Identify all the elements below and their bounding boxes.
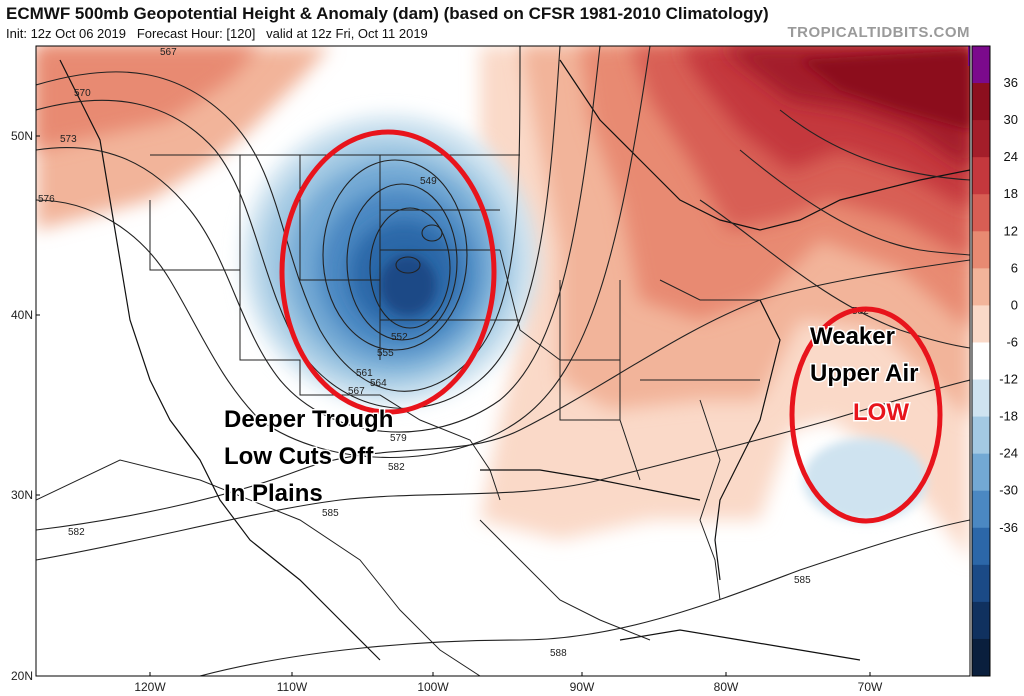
negative-anomaly-trough <box>242 115 538 405</box>
colorbar-tick-label: 24 <box>1004 149 1018 164</box>
contour-label-588: 588 <box>550 648 567 659</box>
colorbar-tick-label: 30 <box>1004 112 1018 127</box>
brand-watermark: TROPICALTIDBITS.COM <box>787 24 970 41</box>
trough-text-line2: Low Cuts Off <box>224 443 374 470</box>
coastlines <box>59 59 970 661</box>
lat-ticks <box>36 135 40 677</box>
contour-label-582: 582 <box>388 462 405 473</box>
colorbar-segment <box>972 120 990 158</box>
contour-label-585b: 585 <box>794 575 811 586</box>
longitude-axis: 120W 110W 100W 90W 80W 70W <box>134 680 883 694</box>
colorbar-tick-labels: 36 30 24 18 12 6 0 -6 -12 -18 -24 -30 -36 <box>999 75 1018 535</box>
colorbar-segment <box>972 157 990 195</box>
lat-label-40n: 40N <box>11 308 33 322</box>
lon-label-110w: 110W <box>277 680 308 694</box>
colorbar-tick-label: 0 <box>1011 297 1018 312</box>
political-borders <box>36 154 760 676</box>
lon-label-80w: 80W <box>714 680 739 694</box>
colorbar-segment <box>972 46 990 84</box>
colorbar-segment <box>972 83 990 121</box>
colorbar-segment <box>972 305 990 343</box>
contour-label-555: 555 <box>377 348 394 359</box>
contour-label-564: 564 <box>370 378 387 389</box>
colorbar-segment <box>972 490 990 529</box>
map-title: ECMWF 500mb Geopotential Height & Anomal… <box>6 4 769 23</box>
init-time: Init: 12z Oct 06 2019 <box>6 26 126 41</box>
lon-label-90w: 90W <box>570 680 595 694</box>
colorbar-segment <box>972 231 990 269</box>
contour-label-561: 561 <box>356 368 373 379</box>
anomaly-colorbar <box>971 45 991 677</box>
contour-label-576: 576 <box>38 194 55 205</box>
contour-label-552: 552 <box>391 332 408 343</box>
colorbar-border <box>971 45 991 677</box>
colorbar-segment <box>972 416 990 455</box>
colorbar-segment <box>972 638 990 677</box>
lat-label-20n: 20N <box>11 669 33 683</box>
colorbar-tick-label: 36 <box>1004 75 1018 90</box>
contour-label-549: 549 <box>420 176 437 187</box>
lon-label-70w: 70W <box>858 680 883 694</box>
lat-label-30n: 30N <box>11 488 33 502</box>
colorbar-tick-label: 18 <box>1004 186 1018 201</box>
colorbar-tick-label: -12 <box>999 372 1018 387</box>
colorbar-tick-label: 12 <box>1004 223 1018 238</box>
colorbar-segment <box>972 194 990 232</box>
colorbar-tick-label: -24 <box>999 446 1018 461</box>
colorbar-tick-label: -18 <box>999 409 1018 424</box>
contour-label-570: 570 <box>74 88 91 99</box>
contour-label-582b: 582 <box>68 527 85 538</box>
colorbar-tick-label: -30 <box>999 483 1018 498</box>
lon-label-100w: 100W <box>417 680 449 694</box>
trough-annotation-circle <box>279 129 497 415</box>
contour-label-585: 585 <box>322 508 339 519</box>
colorbar-segment <box>972 601 990 640</box>
trough-text-line1: Deeper Trough <box>224 406 393 433</box>
forecast-hour: Forecast Hour: [120] <box>136 26 256 41</box>
contour-label-567b: 567 <box>348 386 365 397</box>
colorbar-segment <box>972 268 990 306</box>
contour-label-579: 579 <box>390 433 407 444</box>
weak-text-low: LOW <box>853 399 909 426</box>
lat-label-50n: 50N <box>11 129 33 143</box>
map-border <box>35 45 971 677</box>
height-contours <box>36 46 970 676</box>
weak-low-annotation-text: Weaker Upper Air LOW <box>809 322 920 428</box>
colorbar-segment <box>972 379 990 418</box>
colorbar-segment <box>972 527 990 566</box>
map-panel: 567 570 573 576 549 552 555 561 564 567 … <box>36 46 970 676</box>
colorbar-tick-label: -36 <box>999 520 1018 535</box>
atlantic-low-annotation-circle <box>789 306 943 524</box>
trough-annotation-text: Deeper Trough Low Cuts Off In Plains <box>223 405 395 509</box>
contour-label-567: 567 <box>160 47 177 58</box>
colorbar-tick-label: -6 <box>1006 334 1018 349</box>
colorbar-tick-label: 6 <box>1011 260 1018 275</box>
lon-label-120w: 120W <box>134 680 166 694</box>
weak-text-line2: Upper Air <box>810 360 918 387</box>
colorbar-segment <box>972 453 990 492</box>
trough-text-line3: In Plains <box>224 480 323 507</box>
valid-time: valid at 12z Fri, Oct 11 2019 <box>266 26 428 41</box>
lon-ticks <box>149 672 871 676</box>
negative-anomaly-atlantic <box>803 438 927 522</box>
map-subtitle: Init: 12z Oct 06 2019 Forecast Hour: [12… <box>6 26 428 41</box>
weak-text-line1: Weaker <box>810 323 895 350</box>
colorbar-segment <box>972 342 990 381</box>
contour-label-573: 573 <box>60 134 77 145</box>
latitude-axis: 50N 40N 30N 20N <box>11 129 33 683</box>
colorbar-segment <box>972 564 990 603</box>
